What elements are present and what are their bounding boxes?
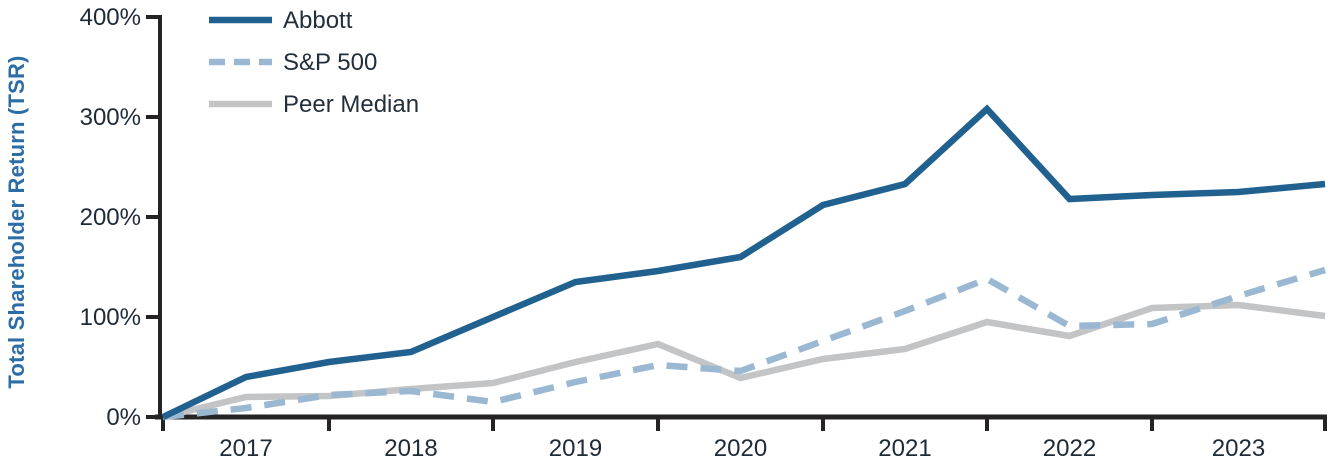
y-tick-label: 100% [80,304,141,331]
y-tick-label: 0% [106,404,141,431]
y-tick-label: 200% [80,204,141,231]
legend: Abbott S&P 500 Peer Median [209,7,419,118]
x-tick-label: 2022 [1043,435,1096,458]
legend-label-sp500: S&P 500 [283,49,377,76]
x-tick-label: 2019 [549,435,602,458]
peer-median-line [162,301,1326,421]
s-p-500-line [162,266,1326,421]
y-tick-label: 300% [80,104,141,131]
x-tick-label: 2023 [1212,435,1265,458]
legend-label-peer-median: Peer Median [283,91,419,118]
abbott-line [161,104,1326,420]
x-tick-label: 2017 [219,435,272,458]
y-tick-label: 400% [80,4,141,31]
x-tick-label: 2018 [384,435,437,458]
x-tick-label: 2021 [878,435,931,458]
x-tick-label: 2020 [714,435,767,458]
legend-label-abbott: Abbott [283,7,353,34]
